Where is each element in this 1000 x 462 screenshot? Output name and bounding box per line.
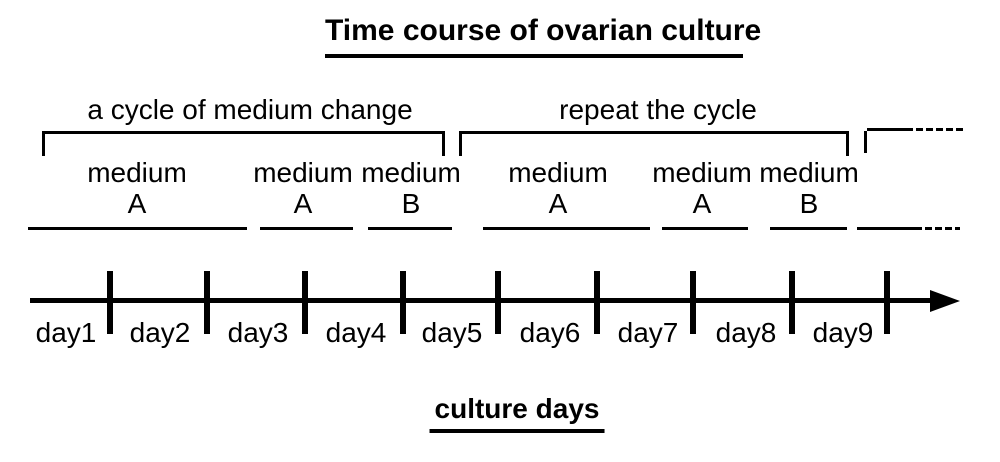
- medium-word: medium: [361, 157, 461, 188]
- segment-bar-4: [483, 227, 650, 230]
- bracket-repeat-cycle: [459, 131, 849, 156]
- medium-type: A: [692, 188, 712, 219]
- axis-tick-1: [107, 271, 113, 334]
- segment-bar-1: [28, 227, 247, 230]
- axis-tick-2: [204, 271, 210, 334]
- axis-tick-5: [495, 271, 501, 334]
- bracket-continuation-dashed: [906, 128, 963, 131]
- timeline-arrowhead-icon: [930, 290, 960, 312]
- medium-label-4: medium A: [508, 157, 608, 219]
- axis-tick-9: [884, 271, 890, 334]
- medium-type: B: [799, 188, 819, 219]
- axis-tick-4: [400, 271, 406, 334]
- bracket-continuation-solid: [867, 128, 906, 131]
- medium-label-3: medium B: [361, 157, 461, 219]
- first-cycle-label: a cycle of medium change: [87, 94, 413, 125]
- day-label-6: day6: [519, 317, 581, 348]
- medium-word: medium: [508, 157, 608, 188]
- segment-bar-7-solid: [857, 227, 915, 230]
- medium-type: B: [401, 188, 421, 219]
- day-label-4: day4: [325, 317, 387, 348]
- axis-tick-8: [789, 271, 795, 334]
- day-label-7: day7: [617, 317, 679, 348]
- day-label-8: day8: [715, 317, 777, 348]
- segment-bar-3: [368, 227, 452, 230]
- medium-word: medium: [759, 157, 859, 188]
- medium-label-6: medium B: [759, 157, 859, 219]
- medium-word: medium: [253, 157, 353, 188]
- segment-bar-7-dashed: [915, 227, 960, 230]
- day-label-3: day3: [227, 317, 289, 348]
- medium-word: medium: [87, 157, 187, 188]
- timeline-axis: [30, 298, 932, 303]
- segment-bar-2: [260, 227, 353, 230]
- day-label-1: day1: [35, 317, 97, 348]
- medium-label-2: medium A: [253, 157, 353, 219]
- medium-label-1: medium A: [87, 157, 187, 219]
- figure-title: Time course of ovarian culture: [325, 14, 761, 58]
- axis-tick-6: [594, 271, 600, 334]
- medium-label-5: medium A: [652, 157, 752, 219]
- medium-word: medium: [652, 157, 752, 188]
- day-label-5: day5: [421, 317, 483, 348]
- axis-tick-7: [690, 271, 696, 334]
- segment-bar-6: [770, 227, 847, 230]
- day-label-9: day9: [812, 317, 874, 348]
- axis-caption: culture days: [429, 394, 605, 433]
- day-label-2: day2: [129, 317, 191, 348]
- segment-bar-5: [662, 227, 748, 230]
- medium-type: A: [548, 188, 568, 219]
- medium-type: A: [127, 188, 147, 219]
- medium-type: A: [293, 188, 313, 219]
- bracket-first-cycle: [42, 131, 445, 156]
- repeat-cycle-label: repeat the cycle: [559, 94, 757, 125]
- axis-tick-3: [302, 271, 308, 334]
- bracket-continuation: [864, 128, 963, 153]
